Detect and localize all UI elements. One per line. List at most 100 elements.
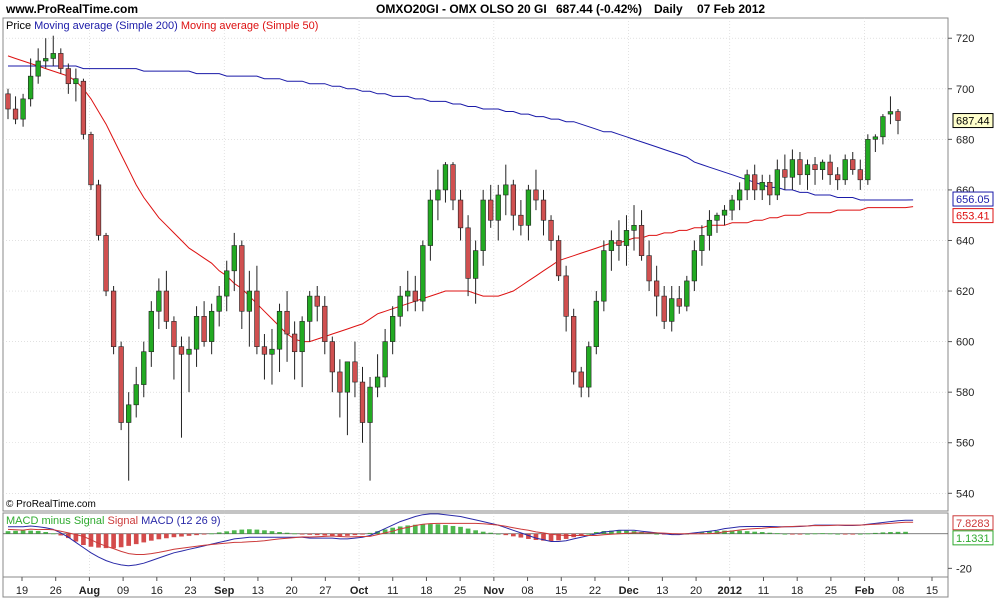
- macd-histogram-bar: [118, 533, 124, 548]
- macd-histogram-bar: [420, 524, 426, 534]
- x-day-label: 22: [589, 585, 601, 597]
- candle-down: [518, 214, 524, 226]
- candle-down: [178, 346, 185, 355]
- candlestick-series: [5, 35, 901, 481]
- macd-histogram-bar: [194, 533, 199, 536]
- candle-up: [699, 235, 705, 251]
- candle-down: [563, 275, 569, 317]
- x-day-label: 13: [252, 585, 264, 597]
- macd-histogram-bar: [148, 533, 154, 541]
- macd-histogram-bar: [352, 533, 358, 536]
- candle-down: [171, 321, 177, 347]
- candle-up: [691, 250, 697, 282]
- macd-histogram-bar: [526, 533, 531, 539]
- candle-up: [405, 290, 411, 297]
- macd-histogram-bar: [737, 530, 742, 534]
- ma200-value-tag-box: [952, 191, 994, 207]
- x-day-label: 08: [892, 585, 904, 597]
- price-tick-label: 540: [956, 488, 974, 500]
- macd-hist-value-tag: 1.1331: [956, 533, 990, 545]
- candle-up: [706, 219, 713, 236]
- macd-histogram-bar: [231, 530, 237, 534]
- candle-up: [209, 310, 215, 342]
- site-name: www.ProRealTime.com: [6, 2, 139, 16]
- candle-up: [246, 290, 252, 312]
- candle-down: [12, 108, 19, 120]
- x-day-label: 20: [286, 585, 298, 597]
- macd-histogram-bar: [307, 533, 313, 535]
- macd-histogram-bar: [103, 533, 109, 549]
- macd-line-legend-label: MACD (12 26 9): [141, 515, 221, 527]
- macd-line: [8, 513, 914, 567]
- candle-down: [812, 164, 818, 170]
- candle-down: [533, 189, 539, 201]
- macd-histogram-bar: [880, 532, 886, 534]
- candle-down: [80, 80, 87, 135]
- x-axis-frame: [2, 576, 949, 598]
- macd-histogram-bar: [96, 533, 101, 548]
- macd-histogram-bar: [480, 531, 486, 534]
- candle-up: [872, 136, 879, 140]
- candle-down: [465, 227, 471, 279]
- candle-up: [231, 245, 237, 272]
- candle-up: [435, 189, 441, 201]
- candle-up: [684, 280, 690, 307]
- candle-up: [789, 159, 796, 178]
- candle-up: [442, 164, 449, 191]
- candle-up: [744, 174, 750, 191]
- macd-histogram-bar: [805, 533, 810, 535]
- macd-signal-line: [7, 521, 914, 555]
- candle-up: [623, 230, 630, 246]
- candle-up: [601, 250, 607, 302]
- candle-down: [752, 174, 758, 191]
- x-day-label: 25: [454, 585, 466, 597]
- ma200-legend-label: Moving average (Simple 200): [34, 20, 178, 32]
- candle-up: [216, 295, 222, 312]
- candle-down: [239, 245, 245, 312]
- candle-up: [307, 295, 313, 322]
- x-day-label: 15: [926, 585, 938, 597]
- candle-down: [548, 219, 554, 241]
- ma50-legend-label: Moving average (Simple 50): [180, 20, 319, 32]
- candle-down: [412, 290, 418, 302]
- candle-up: [269, 348, 275, 355]
- macd-histogram-bar: [707, 531, 712, 534]
- candle-down: [110, 290, 117, 347]
- period-label: Daily: [654, 2, 683, 16]
- macd-histogram-bar: [782, 533, 788, 535]
- candle-down: [254, 290, 260, 347]
- macd-histogram-bar: [616, 530, 622, 534]
- macd-value-tag-box: [952, 515, 994, 531]
- macd-histogram-bar: [201, 533, 207, 535]
- macd-histogram-bar: [774, 533, 780, 535]
- macd-histogram-bar: [857, 533, 863, 535]
- macd-histogram-bar: [292, 533, 297, 535]
- macd-histogram-bar: [767, 532, 773, 534]
- macd-histogram-bar: [126, 533, 132, 546]
- macd-histogram-bar: [179, 533, 184, 537]
- candle-up: [480, 199, 486, 251]
- x-month-label: Sep: [214, 585, 234, 597]
- grid-lines: [3, 18, 948, 577]
- price-legend: Price Moving average (Simple 200) Moving…: [6, 20, 318, 32]
- last-value-tags: 687.44 656.05 653.41 7.8283 1.1331: [952, 113, 994, 546]
- macd-histogram-bar: [586, 533, 592, 535]
- last-price-tag-box: [952, 113, 994, 129]
- candle-down: [261, 346, 268, 355]
- candle-down: [555, 240, 562, 277]
- candle-down: [510, 184, 516, 216]
- candle-down: [337, 371, 343, 393]
- macd-histogram-bar: [367, 532, 373, 534]
- macd-histogram-bar: [314, 533, 320, 536]
- candle-down: [322, 305, 328, 342]
- candle-up: [593, 300, 599, 347]
- candle-up: [525, 189, 532, 226]
- macd-histogram-bar: [759, 532, 765, 534]
- macd-histogram-bar: [850, 533, 856, 535]
- ma200-value-tag: 656.05: [956, 194, 990, 206]
- macd-histogram-bar: [81, 533, 86, 545]
- macd-histogram-bar: [699, 532, 705, 534]
- macd-indicator: [3, 513, 948, 567]
- candle-up: [608, 240, 615, 251]
